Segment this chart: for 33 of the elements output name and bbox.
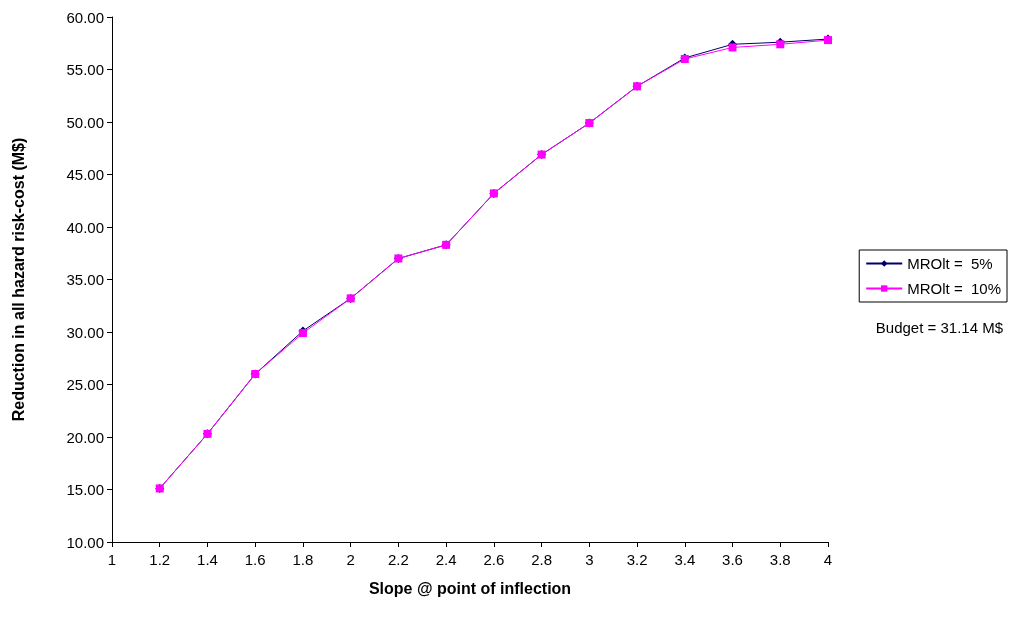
x-tick-label: 2.4 — [435, 551, 457, 568]
x-tick-label: 1.6 — [244, 551, 266, 568]
y-tick-label: 15.00 — [66, 481, 104, 498]
x-axis-title: Slope @ point of inflection — [368, 579, 572, 597]
x-tick-label: 2.8 — [531, 551, 553, 568]
x-tick-label: 2.6 — [483, 551, 505, 568]
x-tick-label: 3.4 — [674, 551, 696, 568]
x-tick-label: 1 — [107, 551, 117, 568]
y-tick-label: 55.00 — [66, 61, 104, 78]
y-tick-label: 30.00 — [66, 323, 104, 341]
y-axis-title: Reduction in all hazard risk-cost (M$) — [9, 137, 27, 422]
y-tick-label: 40.00 — [66, 218, 104, 236]
x-tick-label: 4 — [823, 551, 833, 568]
text: Budget = 31.14 M$ — [875, 319, 1004, 336]
legend-label: MROlt = 5% — [907, 255, 993, 272]
x-tick-label: 3.8 — [769, 551, 791, 568]
point — [728, 43, 737, 52]
x-tick-label: 1.8 — [292, 551, 314, 568]
y-tick-label: 50.00 — [66, 113, 104, 131]
x-tick-label: 3.6 — [722, 551, 743, 568]
y-tick-label: 10.00 — [66, 533, 104, 551]
y-tick-label: 20.00 — [66, 428, 104, 446]
x-tick-label: 1.4 — [197, 551, 218, 568]
y-tick-label: 25.00 — [66, 376, 104, 393]
y-tick-label: 60.00 — [66, 8, 104, 26]
x-tick-label: 3.2 — [626, 551, 648, 568]
x-tick-label: 2.2 — [387, 551, 409, 568]
x-tick-label: 1.2 — [149, 551, 171, 568]
x-tick-label: 3 — [585, 551, 594, 568]
y-tick-label: 45.00 — [66, 166, 104, 183]
legend-label: MROlt = 10% — [907, 280, 1001, 297]
y-tick-label: 35.00 — [66, 271, 104, 288]
x-tick-label: 2 — [346, 551, 355, 568]
